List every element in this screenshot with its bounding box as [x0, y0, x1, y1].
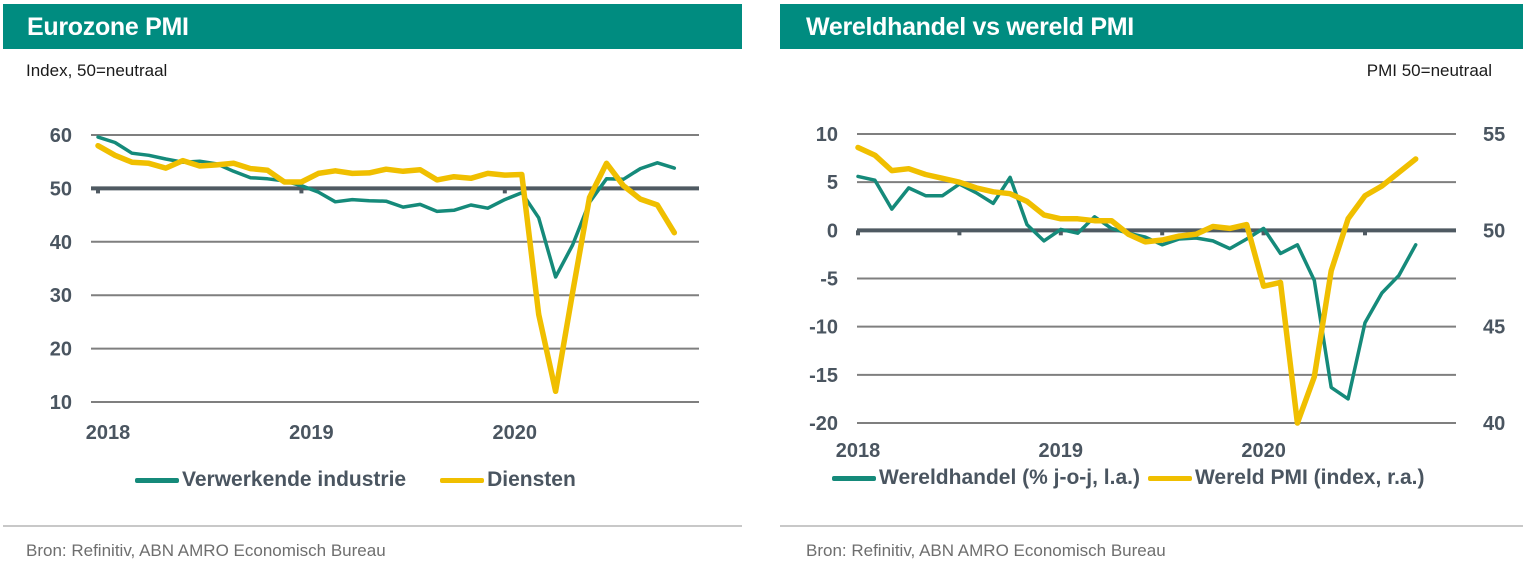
- y-tick-label: -10: [809, 317, 838, 339]
- y-tick-label-right: 55: [1483, 124, 1505, 146]
- y-axis-label: Index, 50=neutraal: [26, 61, 168, 80]
- chart-title: Wereldhandel vs wereld PMI: [780, 4, 1523, 49]
- series-line-teal: [856, 174, 1418, 401]
- legend-label: Verwerkende industrie: [182, 468, 407, 491]
- series-line-yellow: [95, 142, 678, 395]
- legend-label: Wereldhandel (% j-o-j, l.a.): [879, 466, 1140, 489]
- x-minor-tick: [1160, 230, 1165, 236]
- y-tick-label-right: 50: [1483, 220, 1505, 242]
- x-tick-label: 2020: [1241, 440, 1286, 462]
- x-tick-label: 2019: [289, 422, 334, 444]
- source-note: Bron: Refinitiv, ABN AMRO Economisch Bur…: [806, 541, 1166, 560]
- legend-swatch-world-pmi: [1147, 475, 1192, 481]
- y-tick-label: 0: [827, 220, 838, 242]
- legend-label: Diensten: [487, 468, 576, 491]
- x-tick: [1058, 230, 1063, 236]
- legend-item-world-trade: Wereldhandel (% j-o-j, l.a.): [832, 466, 1140, 490]
- x-tick: [299, 188, 304, 194]
- x-tick: [1261, 230, 1266, 236]
- y-tick-label-right: 45: [1483, 317, 1505, 339]
- y-tick-label-right: 40: [1483, 413, 1505, 435]
- series-line-yellow: [855, 144, 1419, 426]
- x-minor-tick: [1363, 230, 1367, 236]
- y-tick-label: -15: [809, 365, 838, 387]
- y-tick-label: 5: [827, 172, 838, 194]
- y-tick-label: 40: [50, 232, 72, 254]
- y-tick-label: 10: [50, 392, 72, 414]
- y-tick-label: -5: [820, 269, 838, 291]
- x-tick-label: 2020: [493, 422, 538, 444]
- legend: Verwerkende industrie Diensten: [135, 468, 576, 492]
- legend-item-services: Diensten: [440, 468, 576, 492]
- x-tick: [502, 188, 507, 194]
- x-tick: [856, 230, 860, 236]
- right-axis-label: PMI 50=neutraal: [1366, 61, 1492, 80]
- legend-swatch-services: [440, 477, 485, 483]
- y-tick-label: 10: [816, 124, 838, 146]
- divider: [3, 525, 742, 527]
- y-tick-label: 20: [50, 339, 72, 361]
- x-tick: [96, 188, 100, 194]
- divider: [780, 525, 1523, 527]
- y-tick-label: -20: [809, 413, 838, 435]
- legend-item-manufacturing: Verwerkende industrie: [135, 468, 406, 492]
- x-tick-label: 2018: [836, 440, 881, 462]
- legend-swatch-manufacturing: [135, 477, 179, 483]
- y-tick-label: 60: [50, 125, 72, 147]
- world-trade-chart: -20 -15 -10 -5 0 5 10 40 45 50 55 2018 2019 2020: [809, 124, 1505, 462]
- eurozone-pmi-chart: 10 20 30 40 50 60 2018 2019 2020: [50, 125, 699, 444]
- eurozone-pmi-panel: Eurozone PMI Index, 50=neutraal 10 20 30 40…: [0, 0, 760, 569]
- x-minor-tick: [957, 230, 962, 236]
- chart-title: Eurozone PMI: [3, 4, 742, 49]
- y-tick-label: 30: [50, 285, 72, 307]
- x-tick-label: 2019: [1039, 440, 1084, 462]
- x-tick-label: 2018: [86, 422, 131, 444]
- legend: Wereldhandel (% j-o-j, l.a.) Wereld PMI …: [832, 466, 1425, 490]
- world-trade-panel: Wereldhandel vs wereld PMI PMI 50=neutra…: [770, 0, 1530, 569]
- source-note: Bron: Refinitiv, ABN AMRO Economisch Bur…: [26, 541, 386, 560]
- legend-label: Wereld PMI (index, r.a.): [1194, 466, 1425, 489]
- legend-item-world-pmi: Wereld PMI (index, r.a.): [1147, 466, 1425, 490]
- legend-swatch-world-trade: [832, 475, 876, 481]
- y-tick-label: 50: [50, 178, 72, 200]
